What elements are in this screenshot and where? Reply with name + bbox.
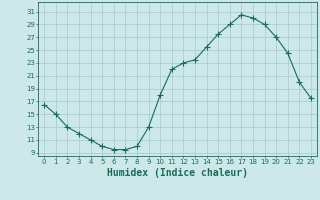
X-axis label: Humidex (Indice chaleur): Humidex (Indice chaleur) — [107, 168, 248, 178]
